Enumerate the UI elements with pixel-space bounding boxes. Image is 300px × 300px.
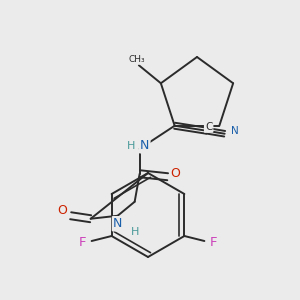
Text: C: C — [205, 122, 212, 132]
Text: F: F — [210, 236, 217, 248]
Text: O: O — [58, 204, 68, 217]
Text: H: H — [127, 141, 135, 151]
Text: F: F — [79, 236, 86, 248]
Text: H: H — [130, 227, 139, 237]
Text: N: N — [140, 139, 149, 152]
Text: O: O — [171, 167, 181, 180]
Text: CH₃: CH₃ — [128, 55, 145, 64]
Text: N: N — [113, 217, 122, 230]
Text: N: N — [231, 126, 239, 136]
